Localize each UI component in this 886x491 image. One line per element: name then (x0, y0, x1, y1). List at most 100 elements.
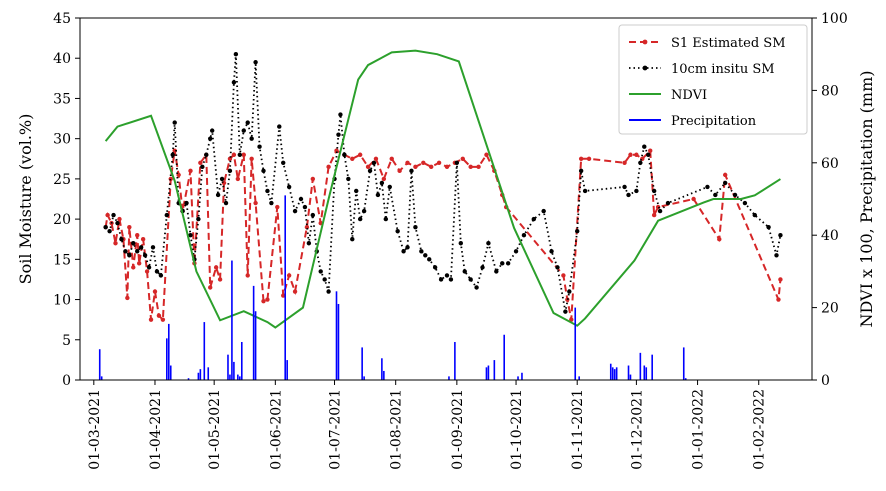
data-point (494, 269, 499, 274)
data-point (217, 277, 223, 282)
data-point (468, 164, 473, 170)
data-point (209, 128, 215, 133)
data-point (113, 241, 118, 246)
y-tick-label-right: 20 (821, 301, 839, 317)
precip-bar (383, 370, 385, 380)
data-point (146, 265, 152, 270)
data-point (371, 160, 377, 165)
precip-bar (645, 367, 648, 380)
precip-bar (684, 378, 687, 380)
data-point (427, 257, 432, 262)
precip-bar (240, 341, 243, 380)
data-point (379, 180, 385, 186)
precip-bar (503, 334, 505, 380)
precip-bar (100, 376, 103, 380)
data-point (448, 277, 454, 282)
data-point (373, 156, 379, 161)
data-point (413, 224, 418, 230)
y-tick-label-left: 5 (62, 333, 71, 349)
data-point (648, 148, 653, 153)
y-tick-label-left: 15 (53, 252, 71, 268)
data-point (357, 216, 363, 222)
legend-label-ndvi: NDVI (671, 88, 707, 103)
precip-bar (363, 376, 365, 380)
data-point (484, 152, 489, 157)
data-point (233, 52, 239, 57)
data-point (651, 188, 657, 194)
x-tick-label: 01-01-2022 (691, 389, 707, 470)
data-point (144, 269, 150, 274)
data-point (505, 261, 511, 266)
precip-bar (361, 347, 363, 380)
data-point (172, 148, 177, 153)
data-point (265, 188, 270, 194)
x-tick-label: 01-10-2021 (509, 389, 525, 470)
data-point (563, 309, 568, 314)
data-point (628, 152, 633, 157)
data-point (249, 156, 254, 161)
precip-bar (231, 260, 233, 380)
precip-bar (615, 367, 618, 380)
data-point (766, 224, 771, 230)
data-point (513, 249, 519, 254)
precip-bar (517, 376, 519, 380)
data-point (257, 144, 262, 149)
data-point (164, 212, 170, 218)
precip-bar (521, 372, 523, 380)
data-point (127, 253, 132, 258)
data-point (438, 277, 444, 282)
data-point (204, 152, 209, 157)
data-point (286, 273, 292, 278)
precip-bar (574, 307, 577, 380)
data-point (722, 180, 728, 186)
data-point (691, 196, 696, 202)
data-point (732, 192, 738, 198)
legend-label-s1-estimated-sm: S1 Estimated SM (671, 36, 786, 51)
y-tick-label-left: 10 (53, 293, 71, 309)
data-point (281, 293, 286, 298)
data-point (395, 228, 400, 234)
data-point (346, 176, 351, 182)
data-point (742, 200, 748, 206)
data-point (235, 176, 241, 182)
precip-bar (166, 338, 168, 380)
data-point (326, 289, 331, 294)
data-point (375, 192, 381, 198)
data-point (152, 289, 158, 294)
precip-bar (187, 378, 190, 380)
data-point (567, 289, 572, 294)
data-point (213, 265, 219, 270)
y-tick-label-right: 40 (821, 228, 839, 244)
legend-label-precipitation: Precipitation (671, 114, 757, 129)
data-point (622, 184, 627, 190)
data-point (578, 168, 584, 174)
y-tick-label-right: 0 (821, 373, 830, 389)
data-point (131, 241, 136, 246)
data-point (717, 237, 722, 242)
precip-bar (485, 367, 488, 380)
data-point (381, 176, 387, 182)
data-point (634, 152, 639, 157)
data-point (125, 295, 130, 301)
precip-bar (199, 369, 202, 380)
data-point (196, 216, 201, 222)
precip-bar (233, 361, 235, 380)
data-point (555, 265, 560, 270)
precip-bar (227, 354, 229, 380)
precip-bar (643, 365, 646, 380)
data-point (421, 160, 426, 165)
data-point (326, 164, 331, 170)
precip-bar (493, 360, 496, 380)
data-point (774, 253, 779, 258)
data-point (253, 60, 258, 65)
data-point (500, 261, 505, 266)
data-point (215, 192, 221, 198)
series-s1-estimated-sm (103, 148, 783, 322)
legend-label-10cm-insitu-sm: 10cm insitu SM (671, 62, 775, 77)
data-point (275, 204, 280, 210)
x-tick-label: 01-11-2021 (570, 389, 586, 470)
y-axis-label-left: Soil Moisture (vol.%) (16, 114, 35, 285)
y-tick-label-left: 35 (53, 91, 71, 107)
data-point (409, 168, 414, 174)
data-point (778, 233, 783, 238)
